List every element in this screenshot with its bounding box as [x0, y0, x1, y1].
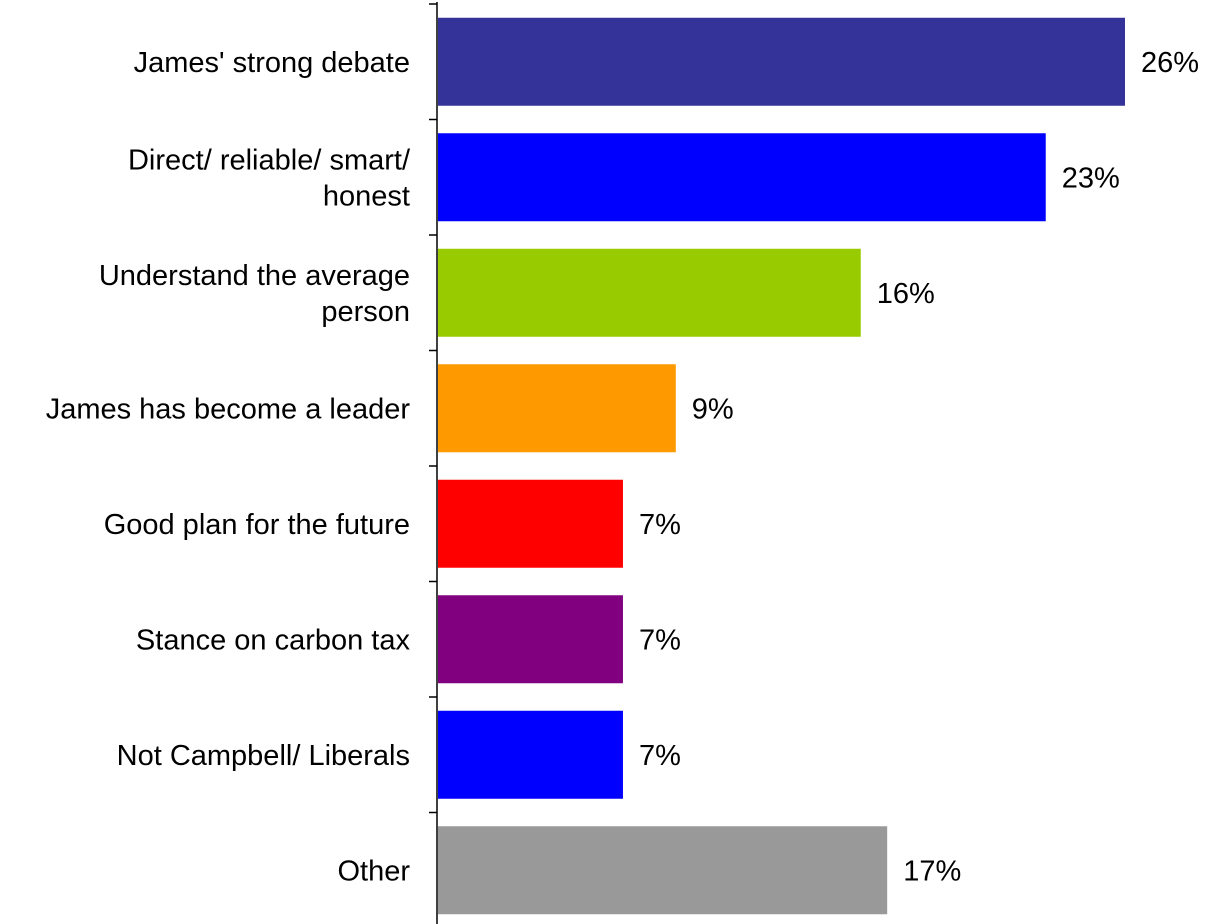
data-label: 7%: [639, 509, 681, 541]
bar: [438, 248, 861, 337]
category-tick-label: Understand the average person: [99, 260, 410, 328]
data-label: 26%: [1141, 47, 1199, 79]
bar: [438, 479, 623, 568]
category-tick-label: James' strong debate: [134, 47, 410, 79]
data-label: 23%: [1062, 162, 1120, 194]
data-label: 7%: [639, 624, 681, 656]
category-tick-label: Stance on carbon tax: [136, 624, 411, 656]
category-tick-label: Direct/ reliable/ smart/honest: [128, 144, 411, 212]
bar: [438, 364, 676, 453]
bar: [438, 826, 888, 915]
data-label: 9%: [692, 393, 734, 425]
axis-layer: [429, 2, 438, 924]
category-tick-label: James has become a leader: [46, 393, 411, 425]
category-tick-label: Not Campbell/ Liberals: [117, 740, 410, 772]
category-tick-label: Other: [337, 855, 410, 887]
data-label: 7%: [639, 740, 681, 772]
bar: [438, 17, 1125, 106]
bars-layer: [438, 17, 1125, 915]
bar: [438, 710, 623, 799]
data-label: 16%: [877, 278, 935, 310]
labels-layer: 26% James' strong debate 23% Direct/ reliab…: [46, 47, 1199, 888]
data-label: 17%: [903, 855, 961, 887]
bar: [438, 595, 623, 684]
bar: [438, 133, 1046, 222]
category-tick-label: Good plan for the future: [104, 509, 410, 541]
